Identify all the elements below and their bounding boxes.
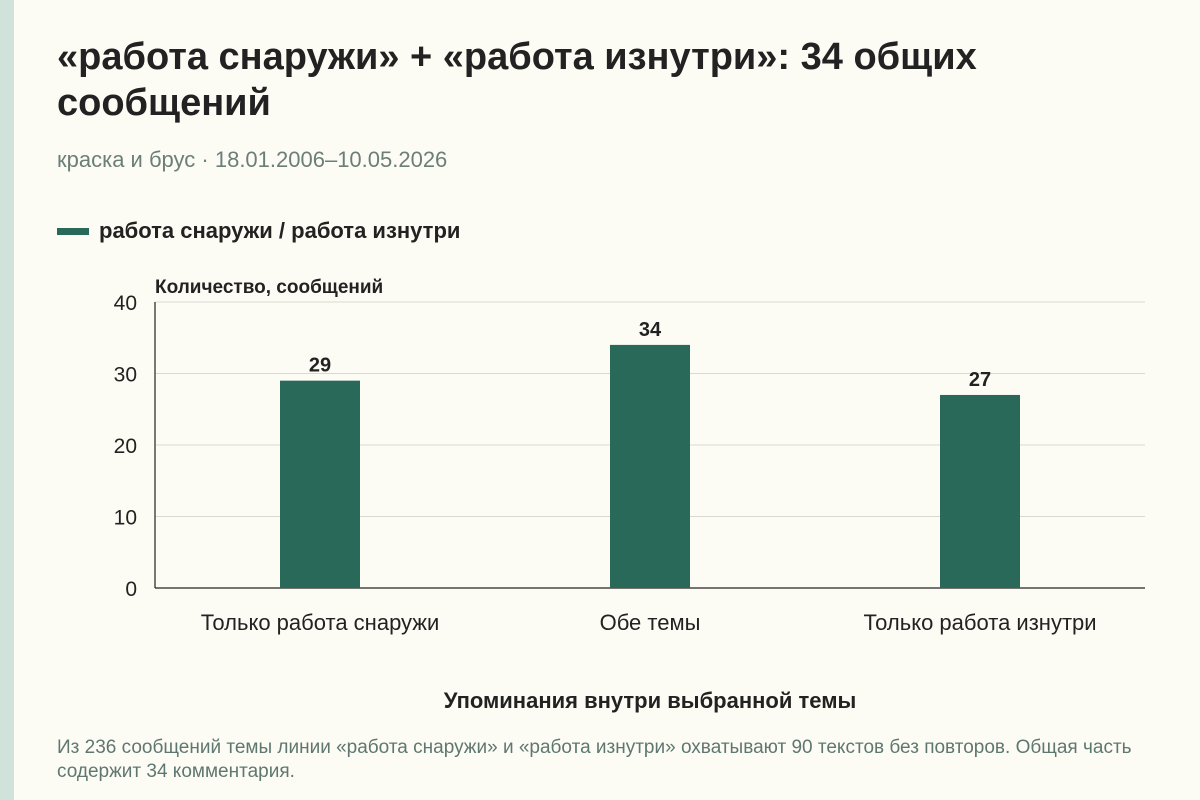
legend-swatch: [57, 227, 89, 235]
bar-chart: 0 10 20 30 40 Количество, сообщений 29 Только …: [114, 277, 1145, 713]
y-axis-title: Количество, сообщений: [155, 277, 383, 298]
y-tick-label: 0: [125, 578, 137, 601]
accent-strip: [0, 0, 14, 800]
bar: [940, 394, 1020, 588]
y-tick-label: 40: [114, 292, 137, 315]
y-tick-label: 20: [114, 435, 137, 458]
x-category-label: Только работа снаружи: [201, 610, 440, 635]
x-category-label: Только работа изнутри: [863, 610, 1096, 635]
chart-subtitle: краска и брус · 18.01.2006–10.05.2026: [57, 147, 448, 172]
y-tick-label: 10: [114, 507, 137, 530]
y-tick-label: 30: [114, 364, 137, 387]
bar-value-label: 29: [309, 355, 331, 377]
legend: работа снаружи / работа изнутри: [57, 218, 460, 244]
x-category-label: Обе темы: [600, 610, 701, 635]
bar: [280, 380, 360, 588]
chart-title: «работа снаружи» + «работа изнутри»: 34 …: [57, 36, 977, 124]
legend-label: работа снаружи / работа изнутри: [99, 218, 461, 243]
caption: Из 236 сообщений темы линии «работа снар…: [57, 737, 1132, 782]
bar: [610, 344, 690, 588]
bar-value-label: 27: [969, 369, 991, 391]
bar-value-label: 34: [639, 319, 662, 341]
x-axis-title: Упоминания внутри выбранной темы: [444, 688, 857, 713]
